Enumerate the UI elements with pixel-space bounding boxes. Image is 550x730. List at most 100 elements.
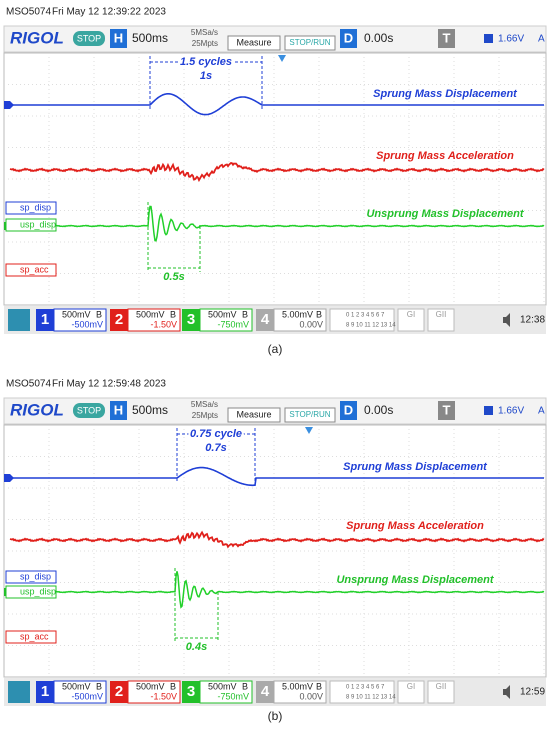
gi-box — [397, 308, 425, 332]
model: MSO5074 — [6, 379, 51, 390]
digital-row2: 8 9 10 11 12 13 14 15 — [346, 323, 405, 329]
ref-label: sp_disp — [20, 571, 51, 581]
channel-number-box — [110, 681, 128, 703]
ref-tag — [5, 218, 57, 232]
speaker-icon — [503, 685, 510, 699]
ref-label: sp_disp — [20, 202, 51, 212]
ref-tag — [5, 201, 57, 215]
period-cycles: 1.5 cycles — [180, 56, 232, 68]
gi-box — [397, 680, 425, 704]
channel-number: 3 — [187, 683, 195, 700]
h-label: H — [114, 402, 123, 417]
channel-scale: 500mV — [62, 681, 91, 691]
delay: 0.00s — [364, 31, 393, 45]
measure: Measure — [236, 37, 271, 47]
brand: RIGOL — [10, 28, 64, 47]
t-box — [438, 401, 455, 420]
sample-rate: 5MSa/s — [191, 400, 218, 409]
channel-coupling: B — [316, 309, 322, 319]
channel-offset: -1.50V — [150, 319, 177, 329]
channel-marker — [4, 474, 14, 482]
waveform — [10, 466, 544, 487]
d-label: D — [344, 402, 353, 417]
channel-coupling: B — [316, 681, 322, 691]
channel-coupling: B — [242, 309, 248, 319]
channel-info-box — [127, 308, 181, 332]
channel-coupling: B — [96, 309, 102, 319]
ref-tag — [5, 570, 57, 584]
channel-offset: -500mV — [71, 319, 103, 329]
digital-box — [329, 308, 395, 332]
channel-coupling: B — [96, 681, 102, 691]
ref-label: usp_disp — [20, 219, 56, 229]
caption: (b) — [268, 709, 283, 723]
sprung-acceleration: Sprung Mass Acceleration — [376, 150, 514, 162]
channel-info-box — [273, 308, 327, 332]
gii-box — [427, 308, 455, 332]
channel-info-box — [273, 680, 327, 704]
period-time: 0.7s — [205, 442, 226, 454]
trigger-source: A — [538, 34, 545, 45]
sprung-displacement: Sprung Mass Displacement — [343, 461, 488, 473]
channel-marker — [4, 101, 14, 109]
unsprung-displacement: Unsprung Mass Displacement — [366, 208, 524, 220]
screen — [3, 52, 547, 306]
digital-row2: 8 9 10 11 12 13 14 15 — [346, 695, 405, 701]
ref-tag — [5, 263, 57, 277]
ref-label: sp_acc — [20, 631, 49, 641]
stop-run: STOP/RUN — [289, 410, 330, 419]
timebase: 500ms — [132, 403, 168, 417]
timebase: 500ms — [132, 31, 168, 45]
digital-box — [329, 680, 395, 704]
sprung-acceleration: Sprung Mass Acceleration — [346, 520, 484, 532]
channel-coupling: B — [242, 681, 248, 691]
channel-scale: 500mV — [208, 681, 237, 691]
measure-button — [227, 407, 281, 423]
channel-number: 1 — [41, 311, 49, 328]
channel-number: 1 — [41, 683, 49, 700]
h-label: H — [114, 30, 123, 45]
sample-rate: 5MSa/s — [191, 28, 218, 37]
d-box — [340, 401, 357, 420]
status-pill — [73, 403, 105, 418]
t-label: T — [443, 30, 451, 45]
status-pill — [73, 31, 105, 46]
channel-info-box — [199, 680, 253, 704]
channel-offset: 0.00V — [299, 319, 323, 329]
h-box — [110, 29, 127, 48]
period-cycles: 0.75 cycle — [190, 428, 242, 440]
ref-label: sp_acc — [20, 264, 49, 274]
stop-run: STOP/RUN — [289, 38, 330, 47]
memory-depth: 25Mpts — [192, 411, 218, 420]
screen — [3, 424, 547, 678]
channel-scale: 500mV — [62, 309, 91, 319]
datetime: Fri May 12 12:39:22 2023 — [52, 7, 166, 18]
trigger-channel — [484, 34, 493, 43]
t-box — [438, 29, 455, 48]
waveform — [10, 93, 544, 116]
t-label: T — [443, 402, 451, 417]
channel-scale: 5.00mV — [282, 309, 313, 319]
channel-number-box — [36, 309, 54, 331]
delay: 0.00s — [364, 403, 393, 417]
waveform — [9, 205, 545, 242]
channel-number-box — [256, 681, 274, 703]
trigger-level: 1.66V — [498, 34, 524, 45]
channel-number-box — [182, 309, 200, 331]
trigger-marker — [305, 427, 313, 434]
channel-info-box — [199, 308, 253, 332]
unsprung-displacement: Unsprung Mass Displacement — [336, 574, 494, 586]
channel-coupling: B — [170, 681, 176, 691]
trigger-marker — [278, 55, 286, 62]
channel-scale: 500mV — [136, 681, 165, 691]
channel-scale: 5.00mV — [282, 681, 313, 691]
sprung-displacement: Sprung Mass Displacement — [373, 88, 518, 100]
gi: GI — [407, 682, 415, 691]
trigger-channel — [484, 406, 493, 415]
brand: RIGOL — [10, 400, 64, 419]
channel-offset: -1.50V — [150, 691, 177, 701]
trigger-level: 1.66V — [498, 406, 524, 417]
channel-scale: 500mV — [136, 309, 165, 319]
channel-offset: -750mV — [217, 691, 249, 701]
channel-number: 4 — [261, 311, 270, 328]
